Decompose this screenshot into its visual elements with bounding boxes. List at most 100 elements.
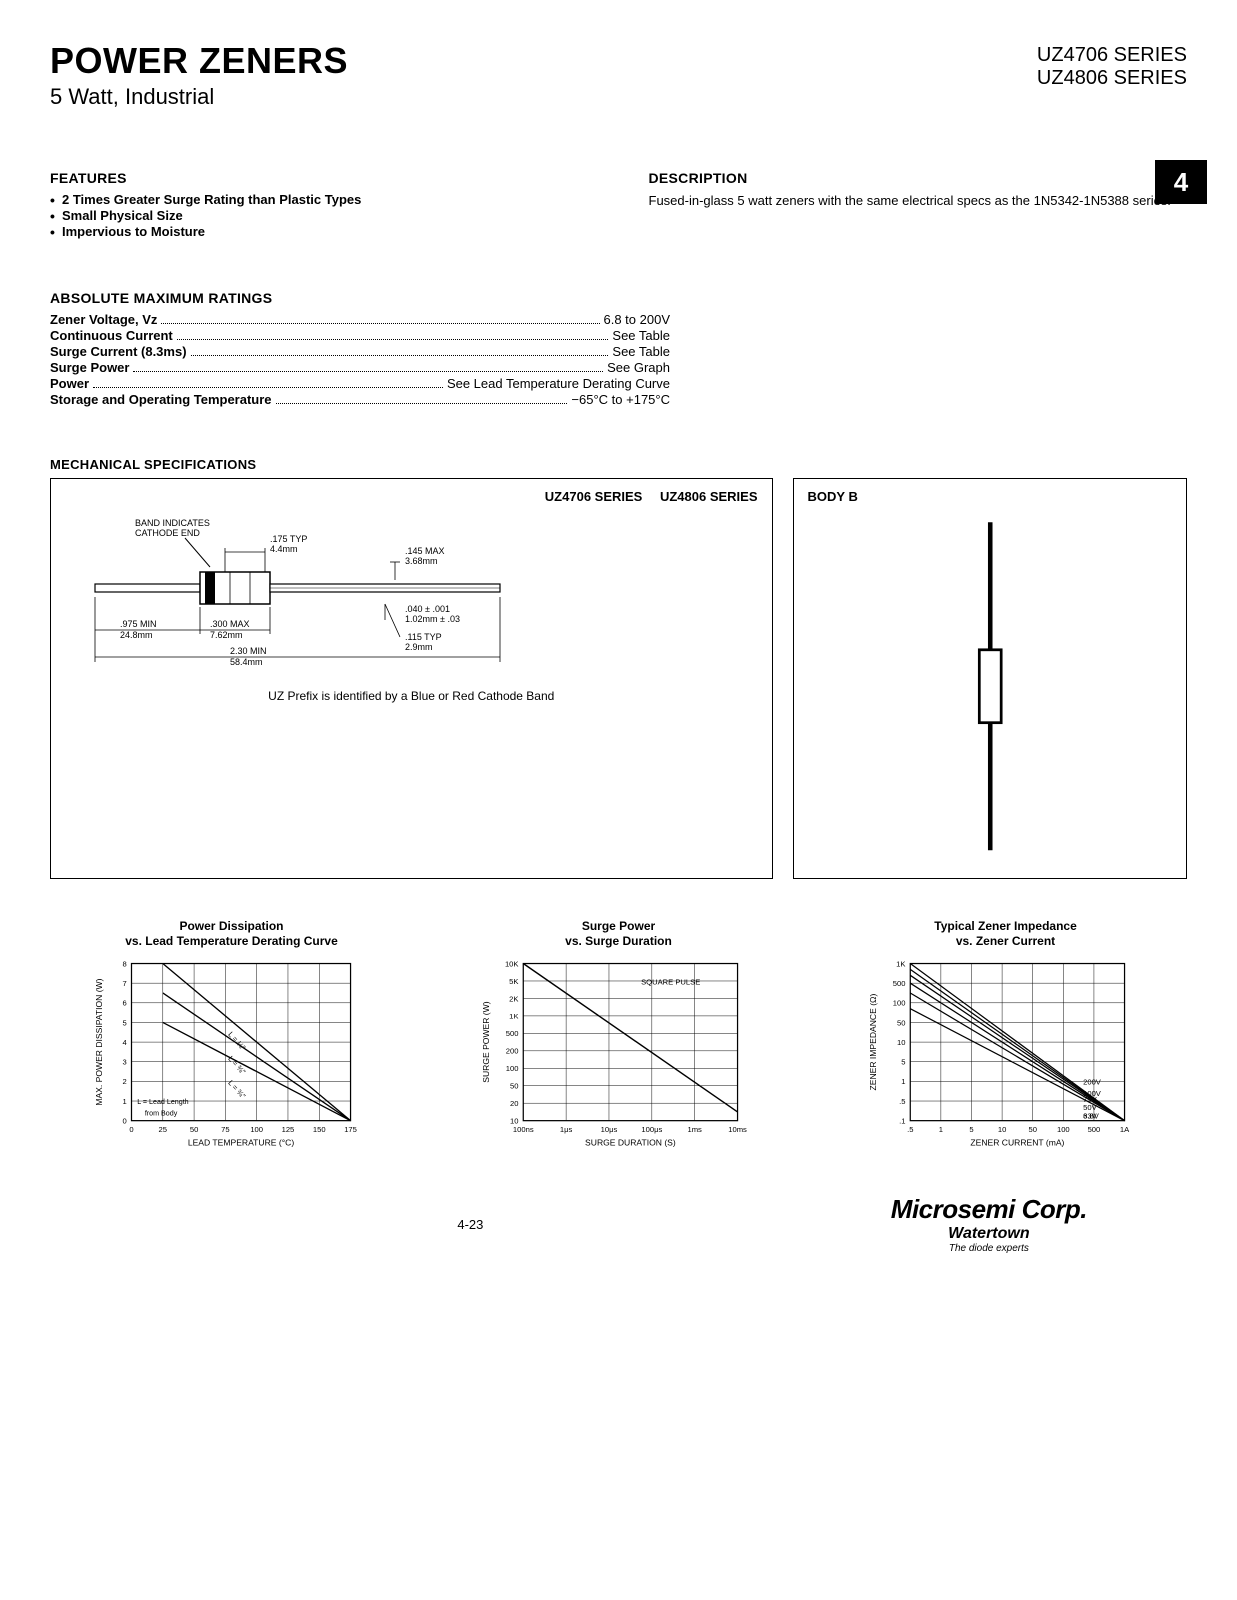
svg-text:500: 500: [893, 979, 906, 988]
svg-text:6: 6: [123, 999, 127, 1008]
mechanical-drawing-box: UZ4706 SERIES UZ4806 SERIES BAND INDICAT…: [50, 478, 773, 879]
svg-text:5: 5: [969, 1125, 973, 1134]
svg-text:125: 125: [282, 1125, 295, 1134]
svg-text:from Body: from Body: [145, 1110, 178, 1118]
svg-text:1K: 1K: [509, 1012, 518, 1021]
rating-label: Power: [50, 376, 89, 391]
dim-115: .115 TYP: [405, 632, 442, 642]
rating-dots: [93, 387, 443, 388]
section-tab: 4: [1155, 160, 1207, 204]
features-heading: FEATURES: [50, 170, 589, 186]
feature-item: Small Physical Size: [50, 208, 589, 223]
dim-230-mm: 58.4mm: [230, 657, 263, 667]
body-b-label: BODY B: [808, 489, 1172, 504]
dim-145: .145 MAX: [405, 546, 445, 556]
dim-175-mm: 4.4mm: [270, 544, 298, 554]
svg-text:200V: 200V: [1083, 1078, 1102, 1087]
chart1-svg: 0255075100125150175012345678L = ⅛"L = ⅜"…: [50, 954, 413, 1154]
mechanical-heading: MECHANICAL SPECIFICATIONS: [50, 457, 1187, 472]
svg-text:500: 500: [506, 1029, 519, 1038]
svg-text:0: 0: [123, 1117, 127, 1126]
rating-row: Continuous CurrentSee Table: [50, 328, 670, 343]
mech-series-1: UZ4706 SERIES: [545, 489, 643, 504]
svg-text:LEAD TEMPERATURE (°C): LEAD TEMPERATURE (°C): [188, 1138, 294, 1148]
svg-text:.5: .5: [907, 1125, 913, 1134]
svg-text:25: 25: [159, 1125, 167, 1134]
chart1-title: Power Dissipation vs. Lead Temperature D…: [125, 919, 338, 948]
logo-main: Microsemi Corp.: [891, 1194, 1087, 1225]
chart2-svg: 100ns1μs10μs100μs1ms10ms1020501002005001…: [437, 954, 800, 1154]
svg-text:10ms: 10ms: [728, 1125, 747, 1134]
description-text: Fused-in-glass 5 watt zeners with the sa…: [649, 192, 1188, 210]
mechanical-row: UZ4706 SERIES UZ4806 SERIES BAND INDICAT…: [50, 478, 1187, 879]
header-row: POWER ZENERS 5 Watt, Industrial UZ4706 S…: [50, 40, 1187, 110]
svg-text:50: 50: [190, 1125, 198, 1134]
svg-text:10μs: 10μs: [601, 1125, 618, 1134]
description-heading: DESCRIPTION: [649, 170, 1188, 186]
rating-dots: [276, 403, 568, 404]
rating-row: PowerSee Lead Temperature Derating Curve: [50, 376, 670, 391]
chart3-svg: .51510501005001A.1.51510501005001K200V10…: [824, 954, 1187, 1154]
svg-text:100: 100: [893, 999, 906, 1008]
mechanical-diagram: BAND INDICATES CATHODE END .175 TYP 4.4m…: [65, 512, 625, 682]
svg-text:50V: 50V: [1083, 1103, 1097, 1112]
svg-text:7: 7: [123, 979, 127, 988]
svg-text:10: 10: [897, 1038, 905, 1047]
body-b-diagram: [808, 504, 1172, 868]
body-b-box: BODY B: [793, 478, 1187, 879]
svg-text:.1: .1: [899, 1117, 905, 1126]
mech-series-labels: UZ4706 SERIES UZ4806 SERIES: [65, 489, 758, 504]
dim-175: .175 TYP: [270, 534, 307, 544]
features-description-row: FEATURES 2 Times Greater Surge Rating th…: [50, 170, 1187, 240]
svg-text:200: 200: [506, 1047, 519, 1056]
chart2-title: Surge Power vs. Surge Duration: [565, 919, 672, 948]
rating-label: Surge Current (8.3ms): [50, 344, 187, 359]
svg-text:175: 175: [344, 1125, 357, 1134]
description-block: 4 DESCRIPTION Fused-in-glass 5 watt zene…: [649, 170, 1188, 240]
page-number: 4-23: [50, 1217, 891, 1232]
prefix-note: UZ Prefix is identified by a Blue or Red…: [65, 689, 758, 703]
dim-040-mm: 1.02mm ± .03: [405, 614, 460, 624]
footer-row: 4-23 Microsemi Corp. Watertown The diode…: [50, 1194, 1187, 1254]
svg-text:2: 2: [123, 1078, 127, 1087]
dim-975-mm: 24.8mm: [120, 630, 153, 640]
svg-text:100: 100: [506, 1064, 519, 1073]
svg-text:1: 1: [901, 1078, 905, 1087]
chart-surge-power: Surge Power vs. Surge Duration 100ns1μs1…: [437, 919, 800, 1154]
dim-230: 2.30 MIN: [230, 646, 267, 656]
rating-dots: [133, 371, 603, 372]
rating-label: Continuous Current: [50, 328, 173, 343]
svg-text:75: 75: [221, 1125, 229, 1134]
svg-text:1: 1: [939, 1125, 943, 1134]
rating-label: Storage and Operating Temperature: [50, 392, 272, 407]
svg-text:ZENER CURRENT (mA): ZENER CURRENT (mA): [970, 1138, 1064, 1148]
svg-text:50: 50: [510, 1082, 518, 1091]
features-block: FEATURES 2 Times Greater Surge Rating th…: [50, 170, 589, 240]
svg-text:5K: 5K: [509, 977, 518, 986]
dim-300: .300 MAX: [210, 619, 250, 629]
chart3-title: Typical Zener Impedance vs. Zener Curren…: [934, 919, 1077, 948]
svg-text:50: 50: [1028, 1125, 1036, 1134]
rating-row: Storage and Operating Temperature −65°C t…: [50, 392, 670, 407]
svg-text:100: 100: [1057, 1125, 1070, 1134]
svg-text:MAX. POWER DISSIPATION (W): MAX. POWER DISSIPATION (W): [94, 979, 104, 1106]
series-2: UZ4806 SERIES: [1037, 67, 1187, 90]
rating-row: Zener Voltage, Vz6.8 to 200V: [50, 312, 670, 327]
chart-zener-impedance: Typical Zener Impedance vs. Zener Curren…: [824, 919, 1187, 1154]
svg-text:SURGE POWER (W): SURGE POWER (W): [481, 1002, 491, 1083]
rating-row: Surge Current (8.3ms)See Table: [50, 344, 670, 359]
rating-label: Surge Power: [50, 360, 129, 375]
svg-text:10: 10: [998, 1125, 1006, 1134]
svg-text:SURGE DURATION (S): SURGE DURATION (S): [585, 1138, 676, 1148]
svg-text:100μs: 100μs: [641, 1125, 662, 1134]
svg-text:500: 500: [1088, 1125, 1101, 1134]
feature-item: Impervious to Moisture: [50, 224, 589, 239]
svg-text:6.8V: 6.8V: [1083, 1112, 1100, 1121]
dim-115-mm: 2.9mm: [405, 642, 433, 652]
svg-text:5: 5: [901, 1058, 905, 1067]
mech-series-2: UZ4806 SERIES: [660, 489, 758, 504]
rating-value: −65°C to +175°C: [571, 392, 670, 407]
dim-300-mm: 7.62mm: [210, 630, 243, 640]
feature-item: 2 Times Greater Surge Rating than Plasti…: [50, 192, 589, 207]
svg-text:50: 50: [897, 1019, 905, 1028]
